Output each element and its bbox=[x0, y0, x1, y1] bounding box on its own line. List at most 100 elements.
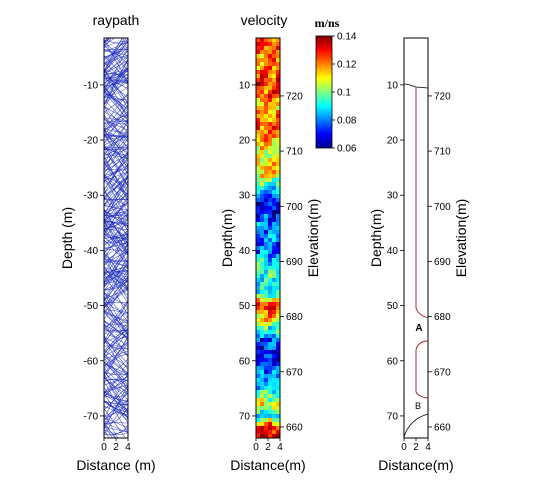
velocity-cell bbox=[276, 214, 280, 219]
velocity-cell bbox=[268, 102, 273, 107]
velocity-cell bbox=[268, 274, 273, 279]
velocity-cell bbox=[256, 190, 261, 195]
velocity-cell bbox=[260, 186, 265, 191]
raypath-line bbox=[104, 104, 128, 136]
velocity-cell bbox=[256, 58, 261, 63]
velocity-cell bbox=[272, 138, 277, 143]
raypath-line bbox=[104, 134, 128, 175]
velocity-cell bbox=[260, 98, 265, 103]
velocity-cell bbox=[268, 422, 273, 427]
velocity-cell bbox=[260, 266, 265, 271]
velocity-depth-tick-label: 30 bbox=[239, 191, 251, 202]
velocity-cell bbox=[276, 278, 280, 283]
velocity-cell bbox=[260, 278, 265, 283]
velocity-cell bbox=[272, 318, 277, 323]
velocity-cell bbox=[276, 74, 280, 79]
velocity-cell bbox=[256, 282, 261, 287]
velocity-cell bbox=[272, 170, 277, 175]
raypath-line bbox=[104, 91, 128, 121]
velocity-cell bbox=[256, 166, 261, 171]
velocity-cell bbox=[272, 386, 277, 391]
velocity-cell bbox=[268, 90, 273, 95]
raypath-line bbox=[104, 60, 128, 74]
velocity-cell bbox=[260, 198, 265, 203]
velocity-cell bbox=[276, 182, 280, 187]
velocity-cell bbox=[276, 42, 280, 47]
velocity-cell bbox=[268, 70, 273, 75]
raypath-line bbox=[104, 373, 128, 416]
velocity-cell bbox=[260, 90, 265, 95]
raypath-line bbox=[104, 350, 128, 360]
velocity-cell bbox=[256, 326, 261, 331]
velocity-cell bbox=[264, 282, 269, 287]
velocity-cell bbox=[272, 290, 277, 295]
velocity-cell bbox=[272, 234, 277, 239]
velocity-cell bbox=[272, 78, 277, 83]
raypath-y-tick-label: -10 bbox=[84, 80, 99, 91]
raypath-line bbox=[104, 151, 128, 178]
velocity-cell bbox=[272, 102, 277, 107]
velocity-elevation-tick-label: 720 bbox=[286, 91, 303, 102]
velocity-cell bbox=[268, 126, 273, 131]
velocity-cell bbox=[276, 150, 280, 155]
velocity-cell bbox=[268, 226, 273, 231]
velocity-cell bbox=[272, 330, 277, 335]
velocity-cell bbox=[260, 178, 265, 183]
velocity-cell bbox=[268, 362, 273, 367]
velocity-cell bbox=[272, 334, 277, 339]
velocity-cell bbox=[272, 314, 277, 319]
velocity-cell bbox=[264, 366, 269, 371]
velocity-cell bbox=[260, 426, 265, 431]
velocity-cell bbox=[264, 194, 269, 199]
velocity-cell bbox=[276, 362, 280, 367]
velocity-cell bbox=[272, 214, 277, 219]
velocity-cell bbox=[260, 290, 265, 295]
zone-b-label: B bbox=[415, 401, 421, 411]
velocity-cell bbox=[272, 126, 277, 131]
velocity-cell bbox=[276, 250, 280, 255]
velocity-cell bbox=[260, 322, 265, 327]
velocity-cell bbox=[264, 218, 269, 223]
velocity-cell bbox=[268, 414, 273, 419]
velocity-cell bbox=[264, 310, 269, 315]
raypath-line bbox=[104, 201, 128, 225]
velocity-cell bbox=[264, 222, 269, 227]
velocity-cell bbox=[272, 266, 277, 271]
velocity-cell bbox=[264, 94, 269, 99]
velocity-cell bbox=[272, 158, 277, 163]
velocity-cell bbox=[276, 282, 280, 287]
velocity-cell bbox=[268, 334, 273, 339]
raypath-curve bbox=[104, 228, 128, 249]
velocity-x-tick-label: 0 bbox=[253, 442, 259, 453]
velocity-cell bbox=[276, 346, 280, 351]
velocity-cell bbox=[276, 86, 280, 91]
velocity-cell bbox=[264, 322, 269, 327]
raypath-line bbox=[104, 336, 128, 350]
velocity-cell bbox=[260, 298, 265, 303]
velocity-cell bbox=[268, 346, 273, 351]
velocity-cell bbox=[260, 390, 265, 395]
velocity-cell bbox=[268, 74, 273, 79]
interpretation-depth-tick-label: 30 bbox=[387, 191, 399, 202]
velocity-cell bbox=[256, 290, 261, 295]
raypath-line bbox=[104, 255, 128, 300]
raypath-curve bbox=[104, 319, 128, 325]
raypath-x-tick-label: 0 bbox=[101, 442, 107, 453]
raypath-line bbox=[104, 76, 128, 99]
velocity-cell bbox=[264, 186, 269, 191]
velocity-cell bbox=[268, 214, 273, 219]
raypath-x-tick-label: 4 bbox=[125, 442, 131, 453]
velocity-cell bbox=[260, 342, 265, 347]
velocity-cell bbox=[268, 250, 273, 255]
velocity-cell bbox=[260, 74, 265, 79]
velocity-cell bbox=[256, 322, 261, 327]
velocity-cell bbox=[276, 330, 280, 335]
interpretation-x-tick-label: 2 bbox=[413, 442, 419, 453]
velocity-cell bbox=[256, 434, 261, 438]
raypath-line bbox=[104, 44, 128, 59]
velocity-cell bbox=[264, 210, 269, 215]
velocity-cell bbox=[272, 254, 277, 259]
velocity-cell bbox=[276, 410, 280, 415]
velocity-cell bbox=[272, 338, 277, 343]
velocity-cell bbox=[256, 254, 261, 259]
